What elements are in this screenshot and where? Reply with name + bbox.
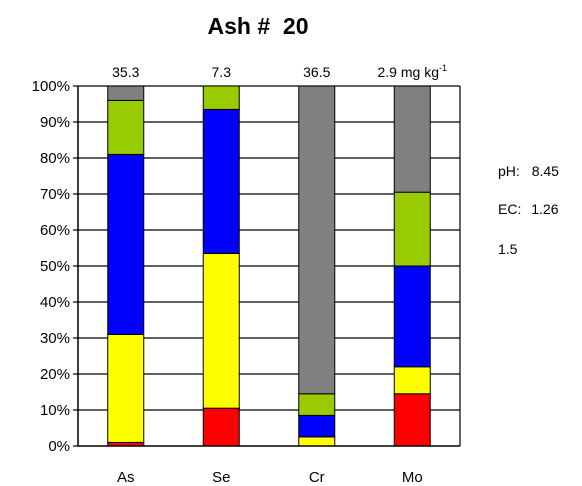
bar-segment <box>298 393 336 416</box>
y-tick-label: 50% <box>40 258 70 275</box>
y-tick-label: 70% <box>40 186 70 203</box>
axis-labels: 0% 10% 20% 30% 40% 50% 60% 70% 80% 90% 100% As 35.3 S… <box>32 63 447 486</box>
y-tick-label: 40% <box>40 294 70 311</box>
x-category-label: As <box>117 469 135 486</box>
bar-segment <box>393 265 431 368</box>
bar-segment <box>393 85 431 193</box>
bars <box>107 85 431 447</box>
ec-readout: EC: 1.26 <box>498 201 558 217</box>
bar-segment <box>202 252 240 409</box>
bar-segment <box>298 414 336 438</box>
bar-segment <box>298 436 336 447</box>
bar-segment <box>393 366 431 395</box>
bar-segment <box>107 333 145 443</box>
y-tick-label: 0% <box>48 438 70 455</box>
ph-value: 8.45 <box>531 163 559 179</box>
ec-label: EC: <box>498 201 522 217</box>
ph-readout: pH: 8.45 <box>498 163 559 179</box>
bar-segment <box>298 85 336 395</box>
bar-top-label: 36.5 <box>303 64 330 80</box>
x-category-label: Se <box>212 469 230 486</box>
bar-top-label: 7.3 <box>212 64 232 80</box>
y-tick-label: 60% <box>40 222 70 239</box>
x-category-label: Mo <box>402 469 423 486</box>
y-tick-label: 100% <box>32 78 70 95</box>
y-tick-label: 80% <box>40 150 70 167</box>
y-tick-label: 10% <box>40 402 70 419</box>
y-tick-label: 30% <box>40 330 70 347</box>
extra-readout: 1.5 <box>498 241 517 257</box>
bar-top-label: 2.9 mg kg-1 <box>378 63 448 80</box>
y-tick-label: 20% <box>40 366 70 383</box>
bar-segment <box>107 153 145 335</box>
ec-value: 1.26 <box>531 201 559 217</box>
bar-segment <box>202 108 240 254</box>
unit-superscript: -1 <box>439 63 447 73</box>
bar-top-label: 35.3 <box>112 64 139 80</box>
bar-segment <box>393 393 431 447</box>
chart-title: Ash # 20 <box>208 13 309 39</box>
bar-segment <box>107 85 145 101</box>
x-category-label: Cr <box>309 469 325 486</box>
bar-segment <box>107 99 145 155</box>
extra-value: 1.5 <box>498 241 518 257</box>
y-tick-label: 90% <box>40 114 70 131</box>
bar-segment <box>202 85 240 110</box>
bar-segment <box>393 191 431 267</box>
axes <box>73 85 461 447</box>
bar-segment <box>202 407 240 447</box>
ph-label: pH: <box>498 163 520 179</box>
